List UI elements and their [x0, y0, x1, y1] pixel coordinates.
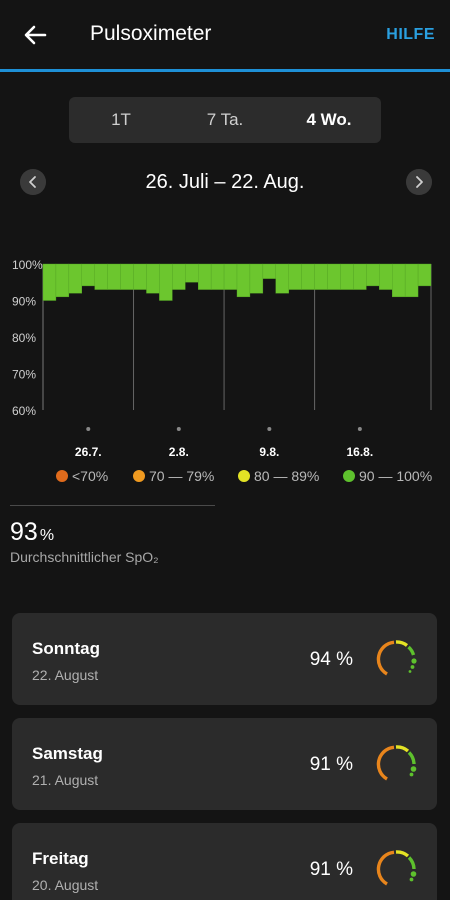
spo2-bar [392, 263, 406, 298]
x-tick-label: 2.8. [169, 445, 189, 459]
spo2-bar [210, 263, 225, 290]
day-date: 21. August [32, 772, 99, 788]
chart-bars [42, 263, 432, 301]
y-tick-label: 100% [12, 258, 43, 272]
y-tick-label: 60% [12, 404, 36, 418]
x-tick-dot [86, 427, 91, 431]
spo2-bar [107, 263, 121, 290]
x-tick-label: 26.7. [75, 445, 102, 459]
day-name: Sonntag [32, 639, 100, 658]
x-tick-dot [267, 427, 272, 431]
legend-label: 90 — 100% [359, 468, 433, 484]
spo2-bar [288, 263, 302, 290]
legend-dot-icon [238, 470, 250, 482]
legend-item-below-70: <70% [56, 468, 108, 484]
day-date: 22. August [32, 667, 99, 683]
legend-item-90-100: 90 — 100% [343, 468, 432, 484]
tab-7-days[interactable]: 7 Ta. [206, 110, 244, 129]
next-period-button[interactable] [406, 169, 432, 195]
spo2-bar [340, 263, 354, 290]
day-card-sunday[interactable]: Sonntag 22. August 94 % [12, 613, 437, 705]
day-card-saturday[interactable]: Samstag 21. August 91 % [12, 718, 437, 810]
day-spo2-value: 91 % [309, 754, 353, 775]
spo2-bar [353, 263, 367, 290]
day-name: Freitag [32, 849, 89, 868]
legend-label: <70% [72, 468, 109, 484]
day-spo2-value: 94 % [309, 649, 353, 670]
spo2-bar [133, 263, 147, 290]
y-tick-label: 80% [12, 331, 36, 345]
help-button[interactable]: HILFE [386, 26, 435, 43]
spo2-bar [314, 263, 328, 290]
date-range-nav: 26. Juli – 22. Aug. [0, 168, 450, 198]
tab-4-weeks[interactable]: 4 Wo. [306, 110, 352, 129]
x-tick-label: 16.8. [347, 445, 374, 459]
spo2-ring-icon [376, 745, 417, 781]
spo2-bar [55, 263, 70, 298]
date-range-label: 26. Juli – 22. Aug. [145, 171, 305, 193]
spo2-bar [81, 263, 95, 287]
period-tabs: 1T 7 Ta. 4 Wo. [69, 97, 381, 143]
page-title: Pulsoximeter [90, 22, 212, 45]
legend-dot-icon [56, 470, 68, 482]
average-spo2-value: 93% [10, 518, 54, 547]
spo2-bar [172, 263, 186, 290]
legend-label: 70 — 79% [149, 468, 215, 484]
spo2-bar [185, 263, 199, 283]
day-name: Samstag [32, 744, 103, 763]
spo2-bar [159, 263, 173, 301]
legend-dot-icon [133, 470, 145, 482]
chart-axis: 100% 90% 80% 70% 60% 26.7. 2.8. 9.8. 16.8. [12, 258, 373, 459]
spo2-bar [236, 263, 251, 298]
y-tick-label: 90% [12, 295, 36, 309]
spo2-bar-chart: 100% 90% 80% 70% 60% 26.7. 2.8. 9.8. 16.8. [12, 258, 432, 459]
legend-label: 80 — 89% [254, 468, 320, 484]
y-tick-label: 70% [12, 368, 36, 382]
day-date: 20. August [32, 877, 99, 893]
spo2-bar [366, 263, 380, 287]
spo2-bar [68, 263, 83, 294]
spo2-bar [42, 263, 57, 301]
spo2-bar [404, 263, 419, 298]
x-tick-dot [176, 427, 181, 431]
day-card-friday[interactable]: Freitag 20. August 91 % [12, 823, 437, 900]
day-spo2-value: 91 % [309, 859, 353, 880]
spo2-ring-icon [376, 850, 417, 886]
section-divider [10, 505, 215, 506]
x-tick-dot [357, 427, 362, 431]
spo2-ring-icon [376, 640, 417, 676]
spo2-bar [146, 263, 160, 294]
spo2-bar [197, 263, 212, 290]
legend-item-80-89: 80 — 89% [238, 468, 319, 484]
average-number: 93 [10, 518, 38, 546]
app-header: Pulsoximeter HILFE [0, 0, 450, 72]
spo2-bar [301, 263, 315, 290]
spo2-bar [94, 263, 108, 290]
x-tick-label: 9.8. [259, 445, 279, 459]
spo2-bar [275, 263, 289, 294]
spo2-bar [262, 263, 277, 279]
back-arrow-icon[interactable] [18, 18, 52, 52]
legend-item-70-79: 70 — 79% [133, 468, 214, 484]
legend-dot-icon [343, 470, 355, 482]
spo2-bar [417, 263, 432, 287]
average-unit: % [39, 527, 55, 544]
spo2-bar [327, 263, 341, 290]
previous-period-button[interactable] [20, 169, 46, 195]
spo2-bar [120, 263, 134, 290]
spo2-bar [249, 263, 264, 294]
average-spo2-label: Durchschnittlicher SpO₂ [10, 549, 159, 565]
spo2-bar [379, 263, 393, 290]
spo2-bar [223, 263, 238, 290]
chart-legend: <70% 70 — 79% 80 — 89% 90 — 100% [0, 468, 450, 488]
header-accent-line [0, 69, 450, 72]
tab-1-day[interactable]: 1T [111, 110, 131, 129]
